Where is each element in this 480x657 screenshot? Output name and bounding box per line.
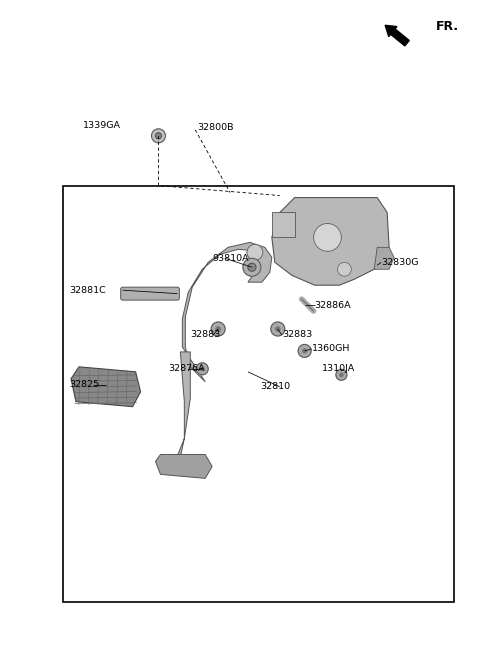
Text: 32825: 32825 xyxy=(69,380,99,389)
Text: 32810: 32810 xyxy=(260,382,290,392)
Circle shape xyxy=(303,349,307,353)
Circle shape xyxy=(276,327,280,331)
Polygon shape xyxy=(168,352,190,471)
Circle shape xyxy=(247,244,263,260)
Circle shape xyxy=(156,133,161,139)
Circle shape xyxy=(313,223,341,252)
Polygon shape xyxy=(71,367,141,407)
Polygon shape xyxy=(374,247,394,269)
Polygon shape xyxy=(156,455,212,478)
Circle shape xyxy=(336,369,347,380)
Circle shape xyxy=(340,373,343,376)
Bar xyxy=(63,186,454,602)
Circle shape xyxy=(271,322,285,336)
Text: FR.: FR. xyxy=(436,20,459,34)
Polygon shape xyxy=(182,242,272,382)
Polygon shape xyxy=(272,212,295,237)
Text: 32881C: 32881C xyxy=(69,286,106,294)
Polygon shape xyxy=(272,198,389,285)
Text: 1360GH: 1360GH xyxy=(312,344,350,353)
Circle shape xyxy=(152,129,166,143)
Text: 1310JA: 1310JA xyxy=(322,365,355,373)
Circle shape xyxy=(248,263,256,271)
Text: 1339GA: 1339GA xyxy=(83,122,120,130)
Text: 93810A: 93810A xyxy=(212,254,249,263)
Circle shape xyxy=(211,322,225,336)
Text: 32800B: 32800B xyxy=(197,124,234,132)
Circle shape xyxy=(298,344,311,357)
Circle shape xyxy=(337,262,351,276)
Text: 32830G: 32830G xyxy=(381,258,419,267)
FancyBboxPatch shape xyxy=(120,287,180,300)
Circle shape xyxy=(196,363,208,374)
Circle shape xyxy=(243,258,261,276)
Text: 32883: 32883 xyxy=(190,330,220,340)
Text: 32883: 32883 xyxy=(282,330,312,340)
Circle shape xyxy=(201,367,204,371)
Text: 32886A: 32886A xyxy=(314,301,351,309)
Text: 32876A: 32876A xyxy=(168,365,205,373)
FancyArrow shape xyxy=(385,25,409,46)
Circle shape xyxy=(216,327,220,331)
